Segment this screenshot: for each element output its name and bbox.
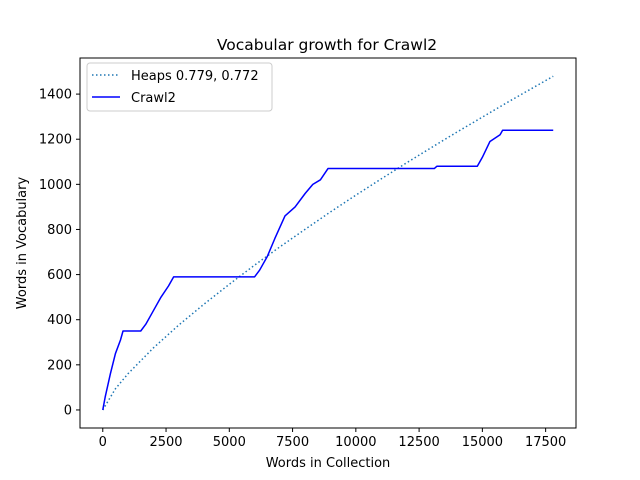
legend: Heaps 0.779, 0.772 Crawl2 bbox=[86, 62, 273, 112]
heaps-series-line bbox=[102, 75, 554, 411]
x-tick-label: 7500 bbox=[276, 435, 309, 450]
x-tick-label: 5000 bbox=[213, 435, 246, 450]
plot-frame bbox=[79, 57, 577, 429]
y-tick-label: 200 bbox=[47, 358, 72, 373]
y-tick-label: 800 bbox=[47, 223, 72, 238]
x-tick-label: 15000 bbox=[462, 435, 503, 450]
legend-label-heaps: Heaps 0.779, 0.772 bbox=[131, 69, 259, 84]
x-tick-label: 2500 bbox=[149, 435, 182, 450]
legend-label-crawl2: Crawl2 bbox=[131, 91, 176, 106]
x-tick-label: 10000 bbox=[335, 435, 376, 450]
y-tick-label: 1200 bbox=[39, 133, 72, 148]
y-axis: 0 200 400 600 800 1000 1200 1400 bbox=[39, 88, 80, 418]
y-tick-label: 600 bbox=[47, 268, 72, 283]
y-tick-label: 1000 bbox=[39, 178, 72, 193]
y-tick-label: 400 bbox=[47, 313, 72, 328]
x-axis-title: Words in Collection bbox=[266, 456, 391, 471]
x-tick-label: 0 bbox=[99, 435, 107, 450]
crawl2-series-line bbox=[102, 129, 554, 411]
x-axis: 0 2500 5000 7500 10000 12500 15000 17500 bbox=[99, 428, 566, 450]
y-tick-label: 1400 bbox=[39, 88, 72, 103]
x-tick-label: 17500 bbox=[525, 435, 566, 450]
x-tick-label: 12500 bbox=[398, 435, 439, 450]
legend-box bbox=[86, 62, 273, 112]
y-axis-title: Words in Vocabulary bbox=[15, 177, 30, 310]
plot-area bbox=[102, 75, 554, 411]
y-tick-label: 0 bbox=[64, 403, 72, 418]
chart-title: Vocabular growth for Crawl2 bbox=[217, 36, 437, 54]
